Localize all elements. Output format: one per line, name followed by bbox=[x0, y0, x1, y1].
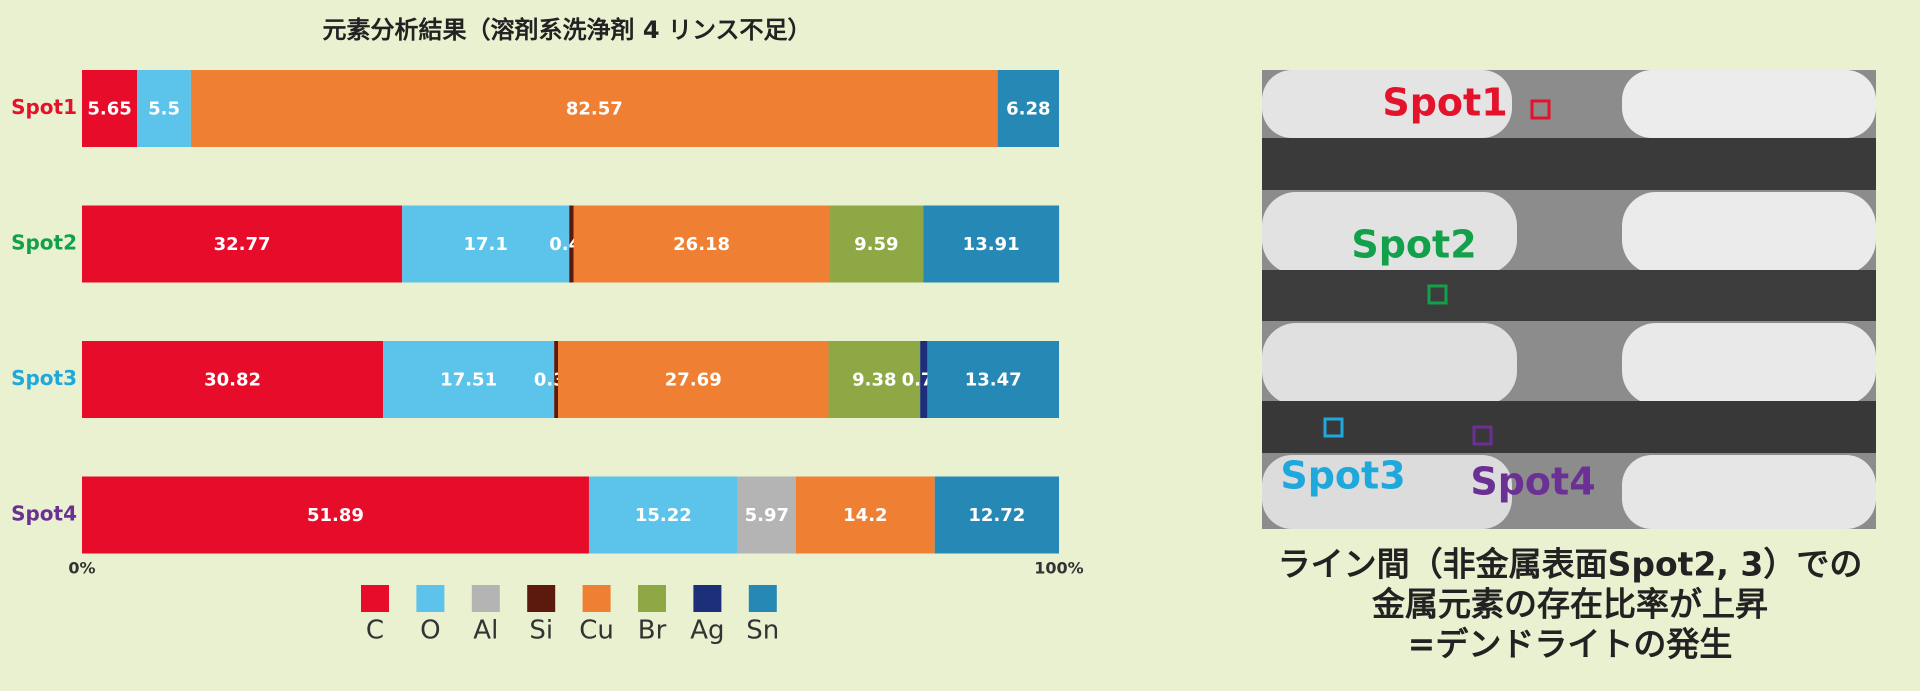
spot-marker bbox=[1427, 284, 1448, 305]
category-label: Spot2 bbox=[11, 231, 77, 255]
data-label: 17.1 bbox=[463, 234, 507, 255]
x-tick-label: 100% bbox=[1034, 559, 1083, 578]
legend-swatch bbox=[638, 585, 666, 612]
data-label: 5.65 bbox=[87, 99, 131, 120]
spot-label: Spot1 bbox=[1382, 81, 1507, 125]
data-label: 51.89 bbox=[307, 505, 364, 526]
data-label: 82.57 bbox=[566, 99, 623, 120]
data-label: 26.18 bbox=[673, 234, 730, 255]
bar-segment bbox=[554, 341, 558, 418]
legend-label: Al bbox=[473, 616, 498, 646]
bar-segment bbox=[828, 341, 921, 418]
pad bbox=[1262, 192, 1517, 274]
chart-title: 元素分析結果（溶剤系洗浄剤 4 リンス不足） bbox=[323, 16, 812, 44]
data-label: 13.91 bbox=[963, 234, 1020, 255]
bar-segment bbox=[82, 476, 589, 554]
data-label: 30.82 bbox=[204, 370, 261, 391]
bar-segment bbox=[923, 205, 1060, 283]
data-label: 12.72 bbox=[968, 505, 1025, 526]
legend-swatch bbox=[361, 585, 389, 612]
category-label: Spot4 bbox=[11, 502, 77, 526]
caption-line: =デンドライトの発生 bbox=[1408, 625, 1733, 664]
legend-label: C bbox=[366, 616, 384, 646]
bar-segment bbox=[573, 205, 830, 283]
legend-label: Ag bbox=[690, 616, 724, 646]
pad bbox=[1622, 323, 1876, 405]
bar-segment bbox=[137, 70, 191, 147]
legend-swatch bbox=[527, 585, 556, 612]
spot-marker bbox=[1472, 425, 1493, 446]
pad bbox=[1262, 455, 1512, 529]
bar-segment bbox=[829, 205, 924, 283]
pad bbox=[1262, 323, 1517, 405]
spot-label: Spot4 bbox=[1470, 460, 1595, 504]
bar-segment bbox=[383, 341, 555, 418]
data-label: 13.47 bbox=[965, 370, 1022, 391]
legend-swatch bbox=[748, 585, 777, 612]
data-label: 15.22 bbox=[635, 505, 692, 526]
legend-label: Si bbox=[529, 616, 553, 646]
legend-swatch bbox=[471, 585, 500, 612]
spot-marker bbox=[1530, 99, 1551, 120]
sem-photo bbox=[1262, 70, 1876, 529]
bar-segment bbox=[82, 341, 384, 418]
bar-segment bbox=[402, 205, 570, 283]
legend-swatch bbox=[582, 585, 611, 612]
legend-label: O bbox=[420, 616, 440, 646]
bar-segment bbox=[569, 205, 574, 283]
legend-label: Sn bbox=[746, 616, 779, 646]
data-label: 17.51 bbox=[440, 370, 497, 391]
pad bbox=[1262, 70, 1512, 138]
caption-line: 金属元素の存在比率が上昇 bbox=[1371, 585, 1768, 624]
data-label: 5.5 bbox=[148, 99, 180, 120]
data-label: 14.2 bbox=[843, 505, 887, 526]
spot-label: Spot3 bbox=[1280, 454, 1405, 498]
bar-segment bbox=[588, 476, 738, 554]
bar-segment bbox=[82, 205, 403, 283]
legend-swatch bbox=[693, 585, 722, 612]
category-label: Spot1 bbox=[11, 95, 77, 119]
spot-marker bbox=[1323, 417, 1344, 438]
bar-segment bbox=[934, 476, 1059, 554]
category-label: Spot3 bbox=[11, 366, 77, 390]
caption-line: ライン間（非金属表面Spot2, 3）での bbox=[1278, 545, 1863, 584]
data-label: 9.38 bbox=[852, 370, 896, 391]
dark-band bbox=[1262, 138, 1876, 190]
data-label: 27.69 bbox=[665, 370, 722, 391]
bar-segment bbox=[795, 476, 935, 554]
legend-label: Br bbox=[638, 616, 667, 646]
bar-segment bbox=[920, 341, 928, 418]
x-tick-label: 0% bbox=[68, 559, 95, 578]
bar-segment bbox=[82, 70, 138, 147]
dark-band bbox=[1262, 401, 1876, 453]
pad bbox=[1622, 70, 1876, 138]
data-label: 6.28 bbox=[1006, 99, 1050, 120]
pad bbox=[1622, 192, 1876, 274]
bar-segment bbox=[997, 70, 1059, 147]
pad bbox=[1622, 455, 1876, 529]
bar-segment bbox=[557, 341, 829, 418]
data-label: 32.77 bbox=[214, 234, 271, 255]
legend-swatch bbox=[416, 585, 445, 612]
legend-label: Cu bbox=[579, 616, 614, 646]
bar-segment bbox=[737, 476, 796, 554]
bar-segment bbox=[927, 341, 1059, 418]
bar-segment bbox=[190, 70, 998, 147]
spot-label: Spot2 bbox=[1351, 223, 1476, 267]
data-label: 5.97 bbox=[745, 505, 789, 526]
data-label: 9.59 bbox=[854, 234, 898, 255]
dark-band bbox=[1262, 270, 1876, 321]
